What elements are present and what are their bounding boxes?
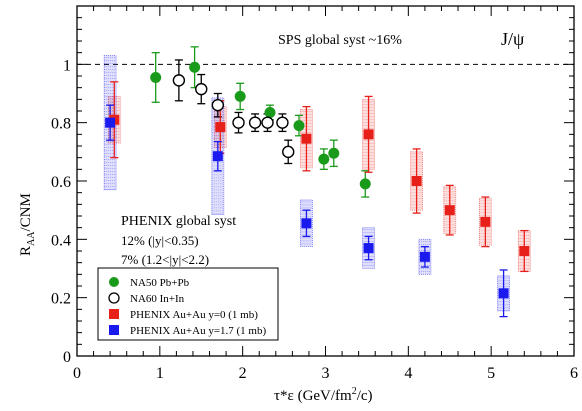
axis-ticks: 0 1 2 3 4 5 6 0 0.2 0.4 0.6 0.8 1 [51, 6, 578, 382]
x-tick-label: 6 [570, 365, 578, 382]
data-point-na60 [232, 116, 245, 129]
data-point-na60 [172, 74, 186, 87]
data-point-na50 [328, 147, 340, 159]
data-point-phenix-y17 [363, 243, 374, 254]
data-point-na50 [293, 120, 305, 132]
legend-marker-na60 [108, 292, 120, 304]
data-point-na60 [248, 116, 262, 129]
sps-syst-annotation: SPS global syst ~16% [278, 33, 402, 48]
x-axis-title: τ*ε (GeV/fm2/c) [274, 386, 373, 404]
data-point-phenix-y17 [419, 251, 430, 262]
legend-box [97, 267, 279, 341]
data-point-phenix-y0 [301, 133, 312, 144]
data-point-na50 [150, 71, 162, 83]
data-point-phenix-y17 [301, 218, 312, 229]
y-tick-label: 0 [63, 349, 71, 366]
data-point-phenix-y0 [363, 129, 374, 140]
y-tick-label: 0.2 [51, 291, 71, 308]
y-tick-label: 0.6 [51, 174, 71, 191]
data-point-na60 [261, 116, 274, 129]
data-point-na50 [318, 153, 330, 165]
phenix-syst-title: PHENIX global syst [121, 214, 236, 229]
data-point-phenix-y17 [105, 117, 116, 128]
phenix-syst-line2: 7% (1.2<|y|<2.2) [121, 252, 209, 267]
data-point-phenix-y0 [215, 122, 226, 133]
phenix-syst-line1: 12% (|y|<0.35) [121, 233, 199, 248]
y-tick-label: 0.8 [51, 116, 71, 133]
y-tick-label: 1 [63, 57, 71, 74]
x-tick-label: 2 [239, 365, 247, 382]
data-point-na50 [234, 90, 246, 102]
legend: NA50 Pb+Pb NA60 In+In PHENIX Au+Au y=0 (… [97, 267, 279, 341]
data-point-na60 [195, 82, 208, 96]
x-tick-label: 0 [73, 365, 81, 382]
legend-marker-phenix-y17 [109, 325, 119, 335]
legend-label-phenix-y17: PHENIX Au+Au y=1.7 (1 mb) [130, 325, 266, 337]
x-tick-label: 3 [322, 365, 330, 382]
data-point-na60 [276, 116, 289, 129]
y-axis-title: RAA/CNM [18, 193, 37, 256]
legend-marker-na50 [109, 277, 119, 287]
x-axis-title-end: /c) [357, 388, 373, 404]
data-point-na60 [211, 98, 225, 112]
legend-label-na60: NA60 In+In [130, 293, 185, 305]
y-axis-title-main: R [18, 246, 34, 256]
data-point-phenix-y17 [212, 151, 223, 162]
data-point-phenix-y0 [519, 246, 530, 256]
x-axis-title-main: τ*ε (GeV/fm [274, 388, 352, 404]
y-axis-title-sub: AA [26, 231, 37, 246]
y-tick-label: 0.4 [51, 232, 71, 249]
legend-label-phenix-y0: PHENIX Au+Au y=0 (1 mb) [130, 309, 258, 321]
data-point-na50 [359, 178, 371, 190]
data-point-phenix-y17 [498, 288, 509, 299]
y-axis-title-end: /CNM [18, 193, 34, 231]
data-point-na50 [189, 61, 201, 73]
x-axis-title-sup: 2 [352, 386, 357, 397]
x-tick-label: 4 [404, 365, 412, 382]
x-tick-label: 5 [487, 365, 495, 382]
particle-label: J/ψ [501, 29, 525, 49]
data-point-na60 [282, 145, 295, 159]
data-point-na50 [264, 106, 276, 118]
data-point-phenix-y0 [444, 205, 455, 216]
x-tick-label: 1 [156, 365, 164, 382]
data-point-phenix-y0 [411, 176, 422, 186]
legend-marker-phenix-y0 [109, 309, 119, 319]
data-points [105, 61, 530, 299]
legend-label-na50: NA50 Pb+Pb [130, 277, 190, 289]
data-point-phenix-y0 [480, 216, 491, 227]
